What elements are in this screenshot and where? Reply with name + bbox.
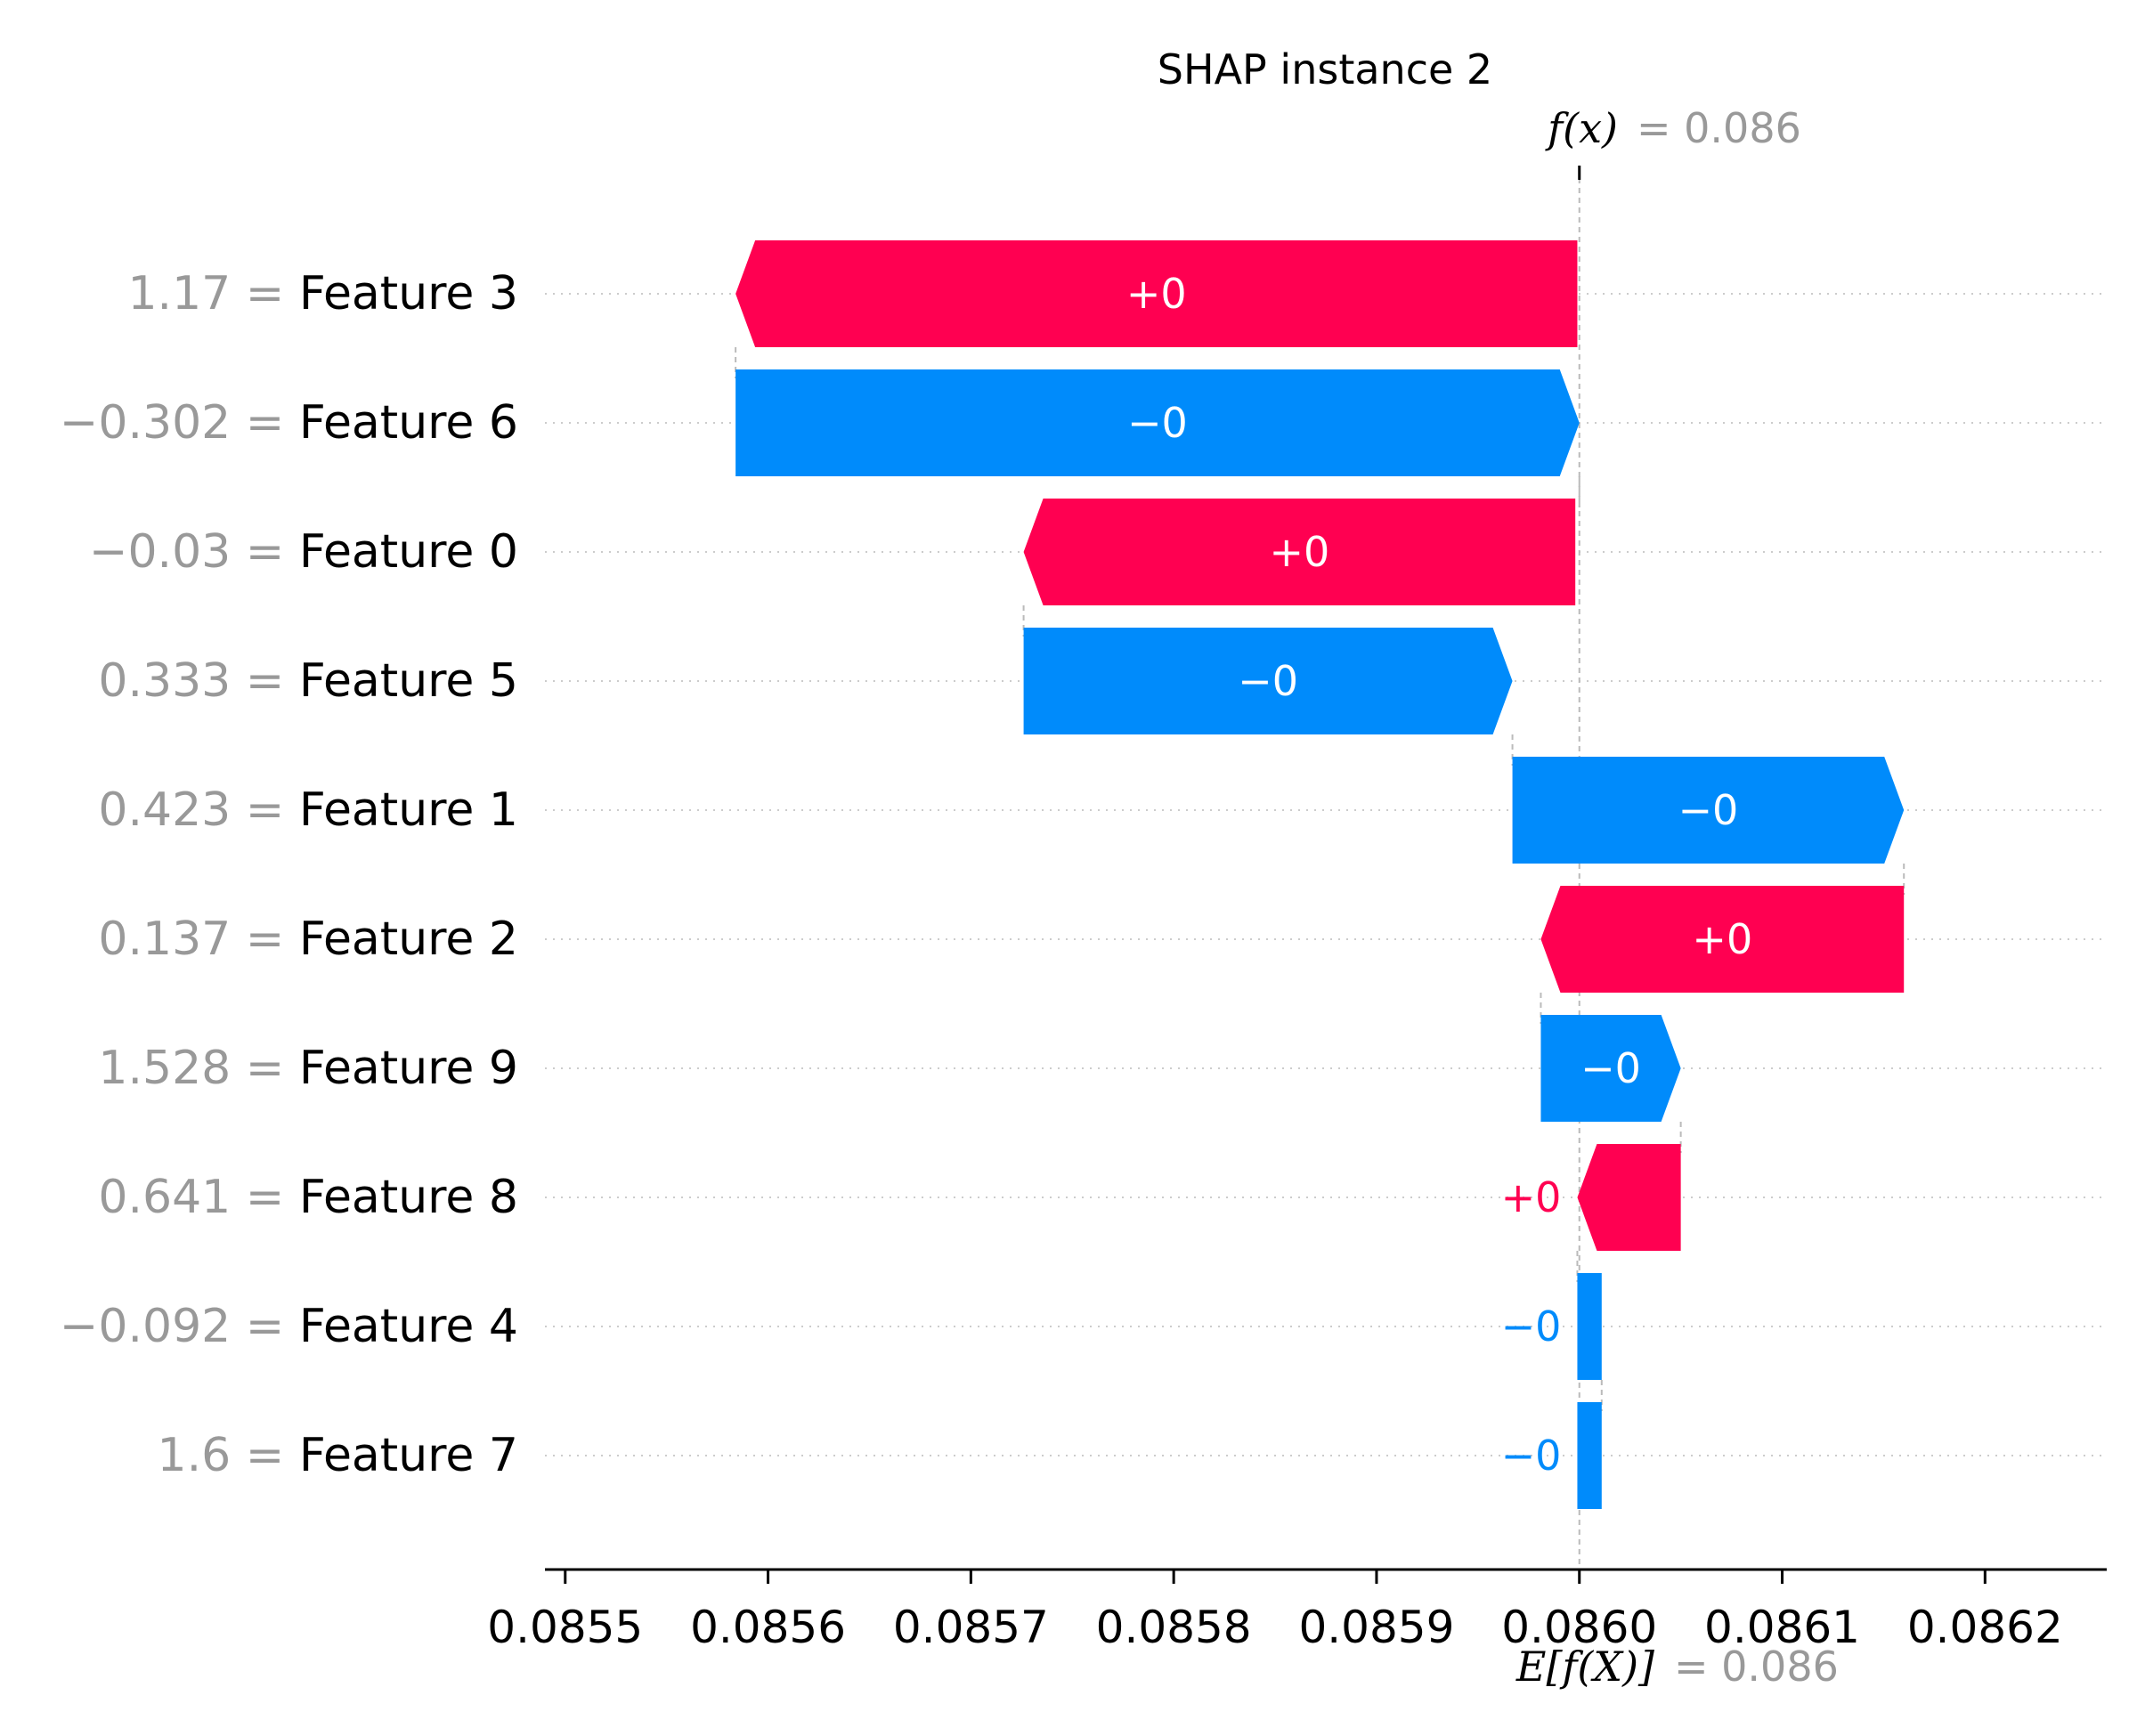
bar-value-label: −0 bbox=[1501, 1302, 1562, 1351]
waterfall-bar bbox=[1512, 757, 1905, 864]
feature-name: Feature 9 bbox=[299, 1042, 518, 1095]
feature-name: Feature 0 bbox=[299, 525, 518, 579]
x-tick-label: 0.0859 bbox=[1298, 1602, 1454, 1653]
x-tick-label: 0.0858 bbox=[1096, 1602, 1252, 1653]
feature-label: 1.6 = Feature 7 bbox=[158, 1429, 518, 1482]
feature-label: 0.423 = Feature 1 bbox=[98, 783, 518, 837]
feature-value: −0.302 = bbox=[60, 396, 299, 450]
feature-labels: 1.17 = Feature 3 −0.302 = Feature 6 −0.03 … bbox=[60, 267, 518, 1482]
waterfall-bar bbox=[1577, 1402, 1602, 1509]
feature-value: 1.528 = bbox=[98, 1042, 299, 1095]
feature-label: 0.333 = Feature 5 bbox=[98, 654, 518, 708]
feature-value: 0.641 = bbox=[98, 1171, 299, 1224]
feature-name: Feature 1 bbox=[299, 783, 518, 837]
chart-title: SHAP instance 2 bbox=[1158, 45, 1492, 93]
feature-label: −0.092 = Feature 4 bbox=[60, 1300, 518, 1353]
bar-value-label: +0 bbox=[1501, 1173, 1562, 1221]
feature-value: −0.092 = bbox=[60, 1300, 299, 1353]
x-tick-label: 0.0856 bbox=[690, 1602, 846, 1653]
waterfall-bar bbox=[735, 369, 1580, 476]
feature-label: 1.17 = Feature 3 bbox=[127, 267, 518, 320]
bar-value-label: −0 bbox=[1238, 657, 1298, 705]
bar-value-label: −0 bbox=[1580, 1044, 1641, 1092]
feature-value: −0.03 = bbox=[89, 525, 299, 579]
x-tick-label: 0.0860 bbox=[1501, 1602, 1657, 1653]
feature-value: 1.17 = bbox=[127, 267, 298, 320]
bar-value-label: −0 bbox=[1501, 1432, 1562, 1480]
feature-label: 1.528 = Feature 9 bbox=[98, 1042, 518, 1095]
x-tick-label: 0.0855 bbox=[487, 1602, 643, 1653]
feature-name: Feature 8 bbox=[299, 1171, 518, 1224]
x-tick-label: 0.0857 bbox=[893, 1602, 1049, 1653]
feature-label: 0.137 = Feature 2 bbox=[98, 913, 518, 966]
feature-name: Feature 4 bbox=[299, 1300, 518, 1353]
waterfall-bar bbox=[1540, 886, 1905, 993]
bar-value-label: +0 bbox=[1126, 270, 1187, 318]
feature-label: 0.641 = Feature 8 bbox=[98, 1171, 518, 1224]
bar-value-label: −0 bbox=[1678, 786, 1738, 834]
feature-name: Feature 7 bbox=[299, 1429, 518, 1482]
feature-value: 1.6 = bbox=[158, 1429, 299, 1482]
feature-label: −0.03 = Feature 0 bbox=[89, 525, 518, 579]
waterfall-bar bbox=[1023, 628, 1513, 734]
waterfall-bar bbox=[1577, 1273, 1602, 1380]
x-tick-label: 0.0861 bbox=[1704, 1602, 1860, 1653]
feature-value: 0.137 = bbox=[98, 913, 299, 966]
waterfall-bar bbox=[735, 240, 1578, 347]
waterfall-bar bbox=[1577, 1144, 1681, 1251]
fx-label: f(x) bbox=[1545, 104, 1618, 152]
feature-name: Feature 3 bbox=[299, 267, 518, 320]
feature-name: Feature 2 bbox=[299, 913, 518, 966]
fx-value: = 0.086 bbox=[1637, 104, 1801, 152]
feature-label: −0.302 = Feature 6 bbox=[60, 396, 518, 450]
waterfall-bar bbox=[1023, 499, 1576, 605]
x-tick-label: 0.0862 bbox=[1907, 1602, 2063, 1653]
efx-value: = 0.086 bbox=[1674, 1643, 1839, 1691]
bar-value-label: −0 bbox=[1127, 399, 1188, 447]
feature-name: Feature 5 bbox=[299, 654, 518, 708]
x-axis: 0.0855 0.0856 0.0857 0.0858 0.0859 0.0860 0.08… bbox=[487, 1568, 2107, 1653]
efx-label: E[f(X)] bbox=[1515, 1643, 1654, 1691]
feature-value: 0.423 = bbox=[98, 783, 299, 837]
waterfall-bar bbox=[1540, 1015, 1681, 1122]
feature-value: 0.333 = bbox=[98, 654, 299, 708]
bar-value-label: +0 bbox=[1692, 915, 1752, 963]
bar-value-label: +0 bbox=[1269, 528, 1329, 576]
feature-name: Feature 6 bbox=[299, 396, 518, 450]
bars-layer: +0 −0 +0 −0 −0 +0 −0 +0 −0 −0 bbox=[735, 240, 1905, 1509]
